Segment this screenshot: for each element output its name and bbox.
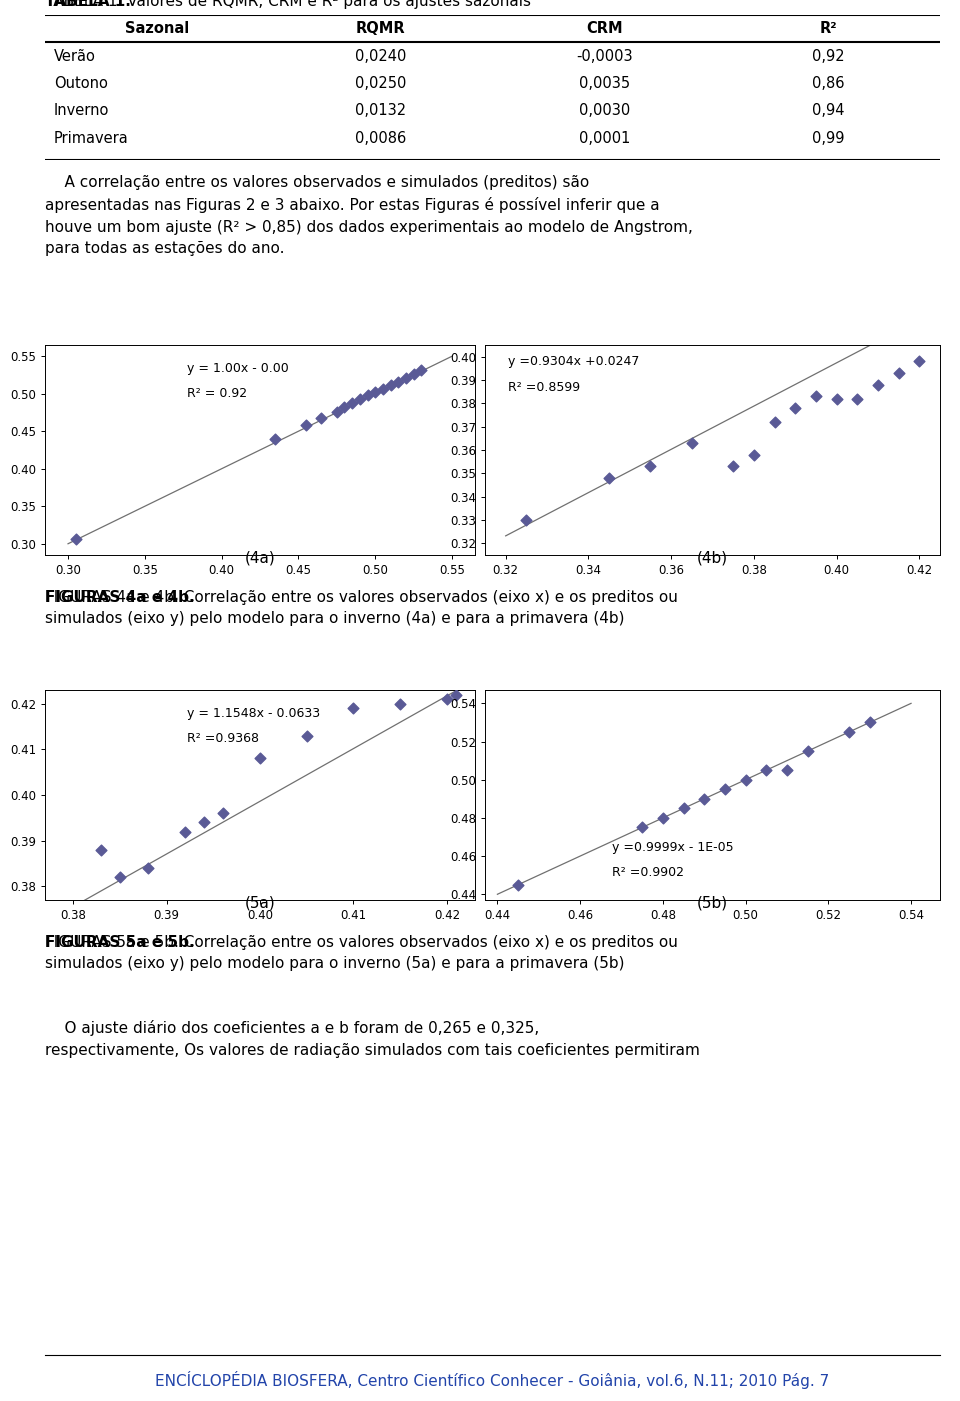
- Point: [196, 811, 211, 834]
- Point: [346, 698, 361, 720]
- Point: [684, 432, 700, 454]
- Point: [345, 391, 360, 413]
- Point: [314, 406, 329, 429]
- Point: [862, 712, 877, 734]
- Text: 0,99: 0,99: [812, 130, 845, 146]
- Point: [112, 866, 128, 888]
- Text: y =0.9999x - 1E-05: y =0.9999x - 1E-05: [612, 841, 734, 855]
- Point: [215, 801, 230, 824]
- Point: [393, 692, 408, 715]
- Point: [337, 396, 352, 419]
- Point: [299, 415, 314, 437]
- Point: [300, 724, 315, 747]
- Point: [414, 359, 429, 381]
- Point: [383, 374, 398, 396]
- Point: [93, 839, 108, 862]
- Point: [655, 807, 670, 829]
- Text: A correlação entre os valores observados e simulados (preditos) são
apresentadas: A correlação entre os valores observados…: [45, 175, 693, 256]
- Text: RQMR: RQMR: [356, 21, 405, 36]
- Point: [871, 374, 886, 396]
- Text: TABELA 1.: TABELA 1.: [45, 0, 131, 10]
- Point: [787, 396, 803, 419]
- Point: [808, 385, 824, 408]
- Point: [398, 367, 414, 389]
- Text: y =0.9304x +0.0247: y =0.9304x +0.0247: [508, 356, 639, 368]
- Text: Verão: Verão: [54, 49, 96, 63]
- Point: [828, 388, 844, 410]
- Text: 0,0240: 0,0240: [355, 49, 406, 63]
- Text: (4b): (4b): [697, 551, 728, 566]
- Text: -0,0003: -0,0003: [576, 49, 633, 63]
- Text: FIGURAS 5a e 5b.: FIGURAS 5a e 5b.: [45, 934, 195, 950]
- Point: [891, 361, 906, 384]
- Text: y = 1.00x - 0.00: y = 1.00x - 0.00: [187, 361, 289, 375]
- Text: ENCÍCLOPÉDIA BIOSFERA, Centro Científico Conhecer - Goiânia, vol.6, N.11; 2010 P: ENCÍCLOPÉDIA BIOSFERA, Centro Científico…: [156, 1372, 829, 1388]
- Point: [391, 370, 406, 392]
- Point: [738, 769, 754, 792]
- Text: Inverno: Inverno: [54, 104, 109, 118]
- Text: R² = 0.92: R² = 0.92: [187, 387, 247, 401]
- Point: [440, 688, 455, 710]
- Point: [511, 873, 526, 895]
- Point: [352, 388, 368, 410]
- Point: [841, 720, 856, 743]
- Text: R²: R²: [819, 21, 837, 36]
- Text: 0,0132: 0,0132: [355, 104, 406, 118]
- Point: [140, 857, 156, 880]
- Point: [329, 401, 345, 423]
- Point: [767, 410, 782, 433]
- Text: R² =0.9368: R² =0.9368: [187, 731, 259, 745]
- Point: [643, 455, 659, 478]
- Point: [780, 759, 795, 782]
- Text: (5a): (5a): [245, 895, 276, 911]
- Text: 0,0001: 0,0001: [579, 130, 630, 146]
- Point: [726, 455, 741, 478]
- Point: [375, 377, 391, 399]
- Point: [758, 759, 774, 782]
- Text: 0,0250: 0,0250: [355, 76, 406, 91]
- Text: R² =0.8599: R² =0.8599: [508, 381, 580, 394]
- Text: FIGURAS 4a e 4b. Correlação entre os valores observados (eixo x) e os preditos o: FIGURAS 4a e 4b. Correlação entre os val…: [45, 590, 678, 626]
- Point: [601, 467, 616, 489]
- Text: 0,0035: 0,0035: [579, 76, 630, 91]
- Point: [697, 787, 712, 810]
- Text: Primavera: Primavera: [54, 130, 129, 146]
- Point: [360, 384, 375, 406]
- Text: 0,0086: 0,0086: [355, 130, 406, 146]
- Text: FIGURAS 4a e 4b.: FIGURAS 4a e 4b.: [45, 590, 195, 605]
- Text: y = 1.1548x - 0.0633: y = 1.1548x - 0.0633: [187, 706, 320, 720]
- Text: FIGURAS 5a e 5b. Correlação entre os valores observados (eixo x) e os preditos o: FIGURAS 5a e 5b. Correlação entre os val…: [45, 934, 678, 971]
- Text: (5b): (5b): [697, 895, 728, 911]
- Text: 0,92: 0,92: [812, 49, 845, 63]
- Point: [800, 740, 815, 762]
- Point: [912, 350, 927, 373]
- Point: [448, 684, 464, 706]
- Point: [178, 821, 193, 843]
- Point: [635, 817, 650, 839]
- Point: [676, 797, 691, 820]
- Text: (4a): (4a): [245, 551, 276, 566]
- Text: 0,86: 0,86: [812, 76, 845, 91]
- Text: 0,94: 0,94: [812, 104, 845, 118]
- Point: [850, 388, 865, 410]
- Point: [68, 527, 84, 549]
- Text: TABELA 1. Valores de RQMR, CRM e R² para os ajustes sazonais: TABELA 1. Valores de RQMR, CRM e R² para…: [45, 0, 531, 10]
- Point: [406, 363, 421, 385]
- Text: CRM: CRM: [586, 21, 623, 36]
- Point: [518, 509, 534, 531]
- Text: Outono: Outono: [54, 76, 108, 91]
- Point: [252, 747, 268, 769]
- Point: [368, 380, 383, 402]
- Point: [717, 778, 732, 800]
- Text: O ajuste diário dos coeficientes a e b foram de 0,265 e 0,325,
respectivamente, : O ajuste diário dos coeficientes a e b f…: [45, 1020, 700, 1058]
- Point: [268, 427, 283, 450]
- Text: Sazonal: Sazonal: [125, 21, 189, 36]
- Text: 0,0030: 0,0030: [579, 104, 630, 118]
- Point: [746, 444, 761, 467]
- Text: R² =0.9902: R² =0.9902: [612, 866, 684, 880]
